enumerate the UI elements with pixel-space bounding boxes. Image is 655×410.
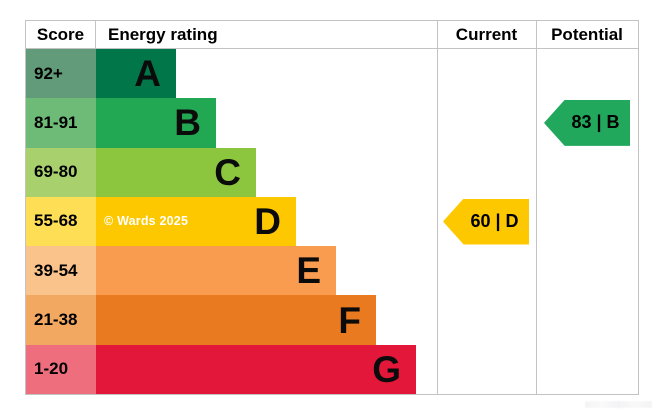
divider-current-potential xyxy=(536,21,537,394)
band-row-a: 92+ A xyxy=(26,49,638,99)
bar-track: E xyxy=(96,246,638,296)
band-letter: E xyxy=(296,250,321,292)
header-score: Score xyxy=(26,21,96,48)
current-rating-arrow: 60 | D xyxy=(443,198,529,245)
score-range: 81-91 xyxy=(26,98,96,148)
rating-bar-F: F xyxy=(96,295,376,345)
band-letter: A xyxy=(134,53,161,95)
score-range: 1-20 xyxy=(26,344,96,394)
score-range: 39-54 xyxy=(26,246,96,296)
band-row-g: 1-20 G xyxy=(26,344,638,394)
header-energy-rating: Energy rating xyxy=(108,24,218,44)
bar-track: F xyxy=(96,295,638,345)
bar-track: C xyxy=(96,147,638,197)
bar-track: D © Wards 2025 xyxy=(96,196,638,247)
score-range: 55-68 xyxy=(26,196,96,247)
band-row-e: 39-54 E xyxy=(26,246,638,296)
rating-bar-B: B xyxy=(96,98,216,148)
wards-watermark: © Wards 2025 xyxy=(104,214,189,229)
header-current: Current xyxy=(455,24,518,44)
bar-track: A xyxy=(96,49,638,99)
band-row-c: 69-80 C xyxy=(26,147,638,197)
rating-bar-E: E xyxy=(96,246,336,296)
band-row-f: 21-38 F xyxy=(26,295,638,345)
rating-bar-C: C xyxy=(96,147,256,197)
rating-bar-D: D © Wards 2025 xyxy=(96,196,296,247)
rating-bar-G: G xyxy=(96,344,416,394)
bar-track: G xyxy=(96,344,638,394)
band-letter: C xyxy=(214,151,241,193)
faint-watermark xyxy=(585,401,652,408)
band-row-d: 55-68 D © Wards 2025 xyxy=(26,196,638,247)
current-rating-label: 60 | D xyxy=(470,211,519,231)
header-potential: Potential xyxy=(551,24,623,44)
rating-bar-A: A xyxy=(96,49,176,99)
band-letter: B xyxy=(174,102,201,144)
bar-track: B xyxy=(96,98,638,148)
divider-energy-current xyxy=(437,21,438,394)
potential-rating-label: 83 | B xyxy=(571,112,620,133)
epc-table: Score Energy rating Current Potential 92… xyxy=(25,20,639,395)
band-letter: G xyxy=(372,348,401,390)
band-letter: D xyxy=(254,200,281,242)
table-header: Score Energy rating Current Potential xyxy=(26,21,638,49)
potential-rating-arrow: 83 | B xyxy=(544,99,630,146)
score-range: 21-38 xyxy=(26,295,96,345)
band-rows: 92+ A 81-91 B 69-80 C 55-68 D © Wards 2025 39-54 E… xyxy=(26,49,638,394)
score-range: 69-80 xyxy=(26,147,96,197)
band-row-b: 81-91 B xyxy=(26,98,638,148)
band-letter: F xyxy=(338,299,361,341)
score-range: 92+ xyxy=(26,49,96,99)
